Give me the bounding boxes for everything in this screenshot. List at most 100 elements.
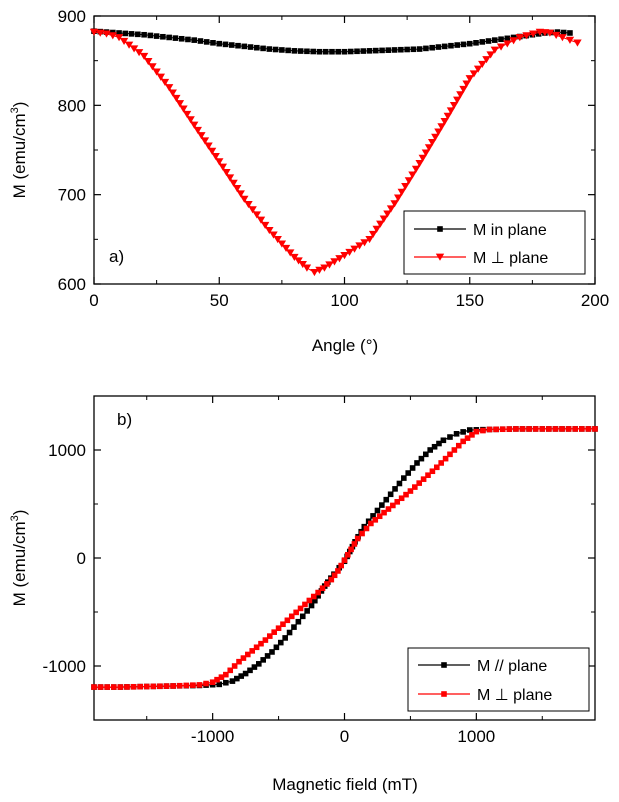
panel-b-series-1-point <box>513 426 519 432</box>
panel-a-series-1-point <box>335 255 344 263</box>
panel-a-x-tick-label: 100 <box>330 291 358 310</box>
panel-a-series-0-point <box>122 30 129 37</box>
panel-b-series-1-point <box>425 472 431 478</box>
panel-a-series-1-point <box>456 91 465 99</box>
panel-b-series-1-point <box>363 525 370 532</box>
panel-b-series-0-point <box>308 602 315 609</box>
panel-a-series-1-point <box>393 194 403 202</box>
panel-a-series-0-point <box>272 46 279 53</box>
panel-b-series-0-point <box>277 639 284 646</box>
panel-b-series-1-point <box>579 426 585 432</box>
panel-b-series-0-point <box>304 608 310 614</box>
panel-b-series-1-point <box>297 605 304 612</box>
panel-a-series-0-point <box>360 48 367 54</box>
panel-b-series-1-point <box>344 551 351 558</box>
panel-a-series-0-point <box>379 47 385 54</box>
panel-a-series-1-point <box>390 200 399 208</box>
panel-a-series-1-point <box>449 101 459 110</box>
panel-a-series-0-point <box>279 47 285 53</box>
panel-a-series-0-point <box>448 42 454 49</box>
panel-a-series-1-point <box>193 126 202 134</box>
panel-a-series-1-point <box>459 85 468 94</box>
panel-b-series-1-point <box>420 476 427 482</box>
panel-a-series-1-point <box>286 249 295 257</box>
panel-b-series-1-point <box>275 625 282 631</box>
panel-a-series-0-point <box>435 44 442 50</box>
panel-b-series-1-point <box>262 637 269 643</box>
panel-a-x-tick-label: 150 <box>456 291 484 310</box>
panel-a-series-1-point <box>427 139 437 147</box>
panel-a-legend-entry-0: M in plane <box>473 222 547 239</box>
panel-a-series-0-point <box>228 42 235 48</box>
panel-a-series-1-point <box>386 205 396 213</box>
panel-b-series-1-point <box>385 506 392 512</box>
panel-b-series-1-point <box>381 509 387 516</box>
panel-b-series-0-point <box>315 593 321 599</box>
panel-b-series-0-point <box>447 434 453 440</box>
panel-a-series-1-point <box>372 225 381 233</box>
panel-a-series-1-point <box>236 190 245 198</box>
panel-b-series-1-point <box>486 426 493 433</box>
panel-a-series-0-point <box>222 41 229 48</box>
panel-a-series-1-point <box>179 105 188 113</box>
panel-a-series-1-point <box>424 144 434 152</box>
panel-b-y-tick-label: 0 <box>77 549 86 568</box>
panel-a-series-1-point <box>211 153 220 161</box>
panel-b-series-1-point <box>585 426 592 432</box>
panel-b-series-1-point <box>163 683 170 689</box>
panel-a-series-0-point <box>391 47 398 53</box>
panel-b-series-0-point <box>440 437 447 444</box>
panel-a-series-1-point <box>281 244 291 253</box>
panel-a-series-1-point <box>411 165 421 173</box>
panel-a-series-1-point <box>232 185 242 193</box>
panel-b-series <box>91 426 598 690</box>
panel-a-series-1-point <box>503 40 512 48</box>
panel-b-series-0-point <box>370 513 376 519</box>
panel-b-series-1-point <box>539 426 546 432</box>
panel-a-ticks: 0 50 100 150 200 600 700 800 900 <box>58 7 610 310</box>
panel-a-series-0-point <box>322 48 329 55</box>
panel-b-series-0-point <box>374 507 381 514</box>
panel-a-series-1-point <box>252 211 262 219</box>
panel-b-series-1-point <box>480 427 486 434</box>
panel-b-series-0-point <box>216 681 223 688</box>
panel-a-series-0-point <box>160 33 166 40</box>
panel-a-y-axis-title-sup: 3 <box>9 107 21 113</box>
panel-b-legend-box <box>407 647 590 712</box>
panel-a-series-1-point <box>215 158 224 166</box>
panel-b-series-1-point <box>493 426 499 433</box>
panel-b-series-1-point <box>442 455 449 462</box>
panel-b-series-1-point <box>351 541 358 547</box>
panel-b-series-0-point <box>387 491 394 498</box>
panel-a-series-1-point <box>139 52 149 60</box>
panel-b-series-1-point <box>451 447 458 453</box>
panel-a-label: a) <box>109 247 124 266</box>
panel-b-label: b) <box>117 410 132 429</box>
panel-a-series-1-point <box>397 188 406 196</box>
panel-b-series-1-point <box>245 651 251 658</box>
panel-a-series-0-point <box>203 39 210 45</box>
panel-b-series-1-point <box>170 683 176 689</box>
panel-b-series-0-point <box>466 427 473 433</box>
panel-a-series-1-point <box>89 28 99 36</box>
panel-b-series-1-point <box>150 683 157 690</box>
panel-a-y-axis-title-close: ) <box>10 102 29 108</box>
panel-a-series-1-point <box>229 179 238 187</box>
panel-b-series-1-point <box>403 491 409 498</box>
panel-a-series-1-point <box>418 154 427 162</box>
panel-b-x-tick-label: -1000 <box>191 727 234 746</box>
panel-a-series-1-point <box>376 220 385 228</box>
panel-b-series-0-point <box>273 644 280 651</box>
panel-a-series-0-point <box>373 47 379 54</box>
panel-a-series-1-point <box>401 183 410 191</box>
panel-b-series-1-point <box>359 530 365 537</box>
panel-a-series-0-point <box>166 34 172 41</box>
panel-a-series-0-point <box>172 35 179 41</box>
panel-b-series-1-point <box>240 655 247 661</box>
panel-a-series-1-point <box>102 30 111 38</box>
panel-a-series-0-point <box>310 48 316 55</box>
panel-a-series-0-point <box>473 40 479 46</box>
panel-a-series-1-point <box>421 149 431 157</box>
panel-a-series-1-point <box>190 121 199 129</box>
